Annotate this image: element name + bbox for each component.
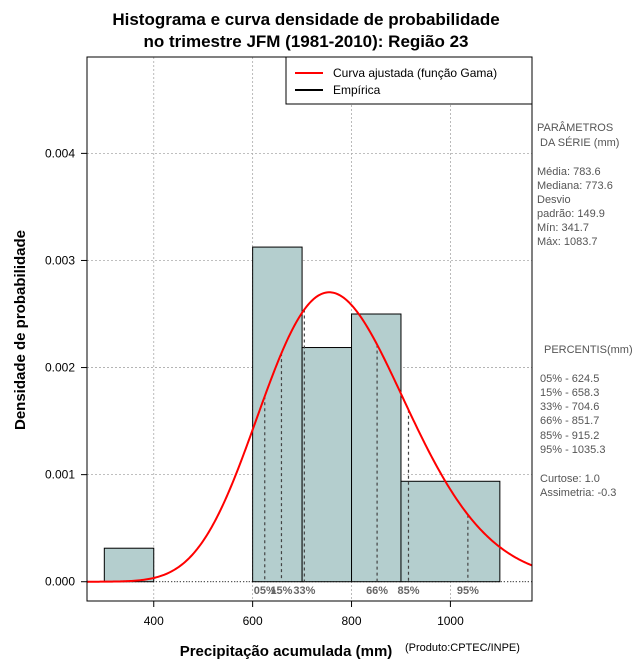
- stats-line: Assimetria: -0.3: [540, 487, 616, 499]
- x-tick-label: 800: [342, 614, 362, 628]
- percentile-label-95%: 95%: [457, 585, 479, 597]
- histogram-bar: [103, 547, 155, 583]
- percentile-label-66%: 66%: [366, 585, 388, 597]
- y-tick-label: 0.004: [45, 146, 75, 160]
- params-line: Mín: 341.7: [537, 222, 589, 234]
- percentile-label-15%: 15%: [270, 585, 292, 597]
- params-line: Desvio: [537, 194, 571, 206]
- percentis-header: PERCENTIS(mm): [544, 344, 633, 356]
- gamma-curve: [86, 291, 533, 583]
- params-line: Máx: 1083.7: [537, 236, 598, 248]
- params-line: Mediana: 773.6: [537, 180, 613, 192]
- percentile-label-33%: 33%: [293, 585, 315, 597]
- percentis-line: 15% - 658.3: [540, 387, 599, 399]
- percentis-panel: PERCENTIS(mm) 05% - 624.5 15% - 658.3 33…: [540, 344, 633, 499]
- percentis-line: 95% - 1035.3: [540, 444, 605, 456]
- legend-label-curve: Curva ajustada (função Gama): [333, 66, 497, 80]
- params-header-2: DA SÉRIE (mm): [540, 136, 619, 149]
- y-tick-label: 0.003: [45, 253, 75, 267]
- percentis-line: 33% - 704.6: [540, 401, 599, 413]
- percentile-lines: 05%15% 33% 66% 85% 95%: [254, 309, 479, 597]
- y-tick-label: 0.000: [45, 575, 75, 589]
- x-tick-label: 400: [144, 614, 164, 628]
- percentile-label-05%: 05%: [254, 585, 276, 597]
- legend-label-empirical: Empírica: [333, 83, 381, 97]
- x-tick-label: 600: [243, 614, 263, 628]
- histogram-bar: [301, 347, 353, 583]
- y-tick-label: 0.002: [45, 361, 75, 375]
- gamma-density-line: [86, 291, 533, 583]
- x-axis-label: Precipitação acumulada (mm): [180, 643, 393, 660]
- chart-title-line2: no trimestre JFM (1981-2010): Região 23: [143, 32, 468, 51]
- y-axis-label: Densidade de probabilidade: [12, 230, 29, 430]
- chart-title-line1: Histograma e curva densidade de probabil…: [112, 10, 499, 29]
- params-line: Média: 783.6: [537, 166, 601, 178]
- histogram-bars: [87, 246, 532, 583]
- stats-line: Curtose: 1.0: [540, 473, 600, 485]
- histogram-bar: [351, 313, 402, 583]
- x-axis: 400 600 800 1000: [144, 601, 464, 628]
- credit-text: (Produto:CPTEC/INPE): [405, 642, 520, 654]
- y-tick-label: 0.001: [45, 468, 75, 482]
- y-axis: 0.000 0.001 0.002 0.003 0.004: [45, 146, 87, 589]
- percentis-line: 66% - 851.7: [540, 415, 599, 427]
- params-header-1: PARÂMETROS: [537, 121, 613, 134]
- percentis-line: 85% - 915.2: [540, 430, 599, 442]
- percentile-label-85%: 85%: [397, 585, 419, 597]
- params-panel: PARÂMETROS DA SÉRIE (mm) Média: 783.6 Me…: [537, 121, 619, 248]
- legend-box: [285, 56, 533, 105]
- legend: Curva ajustada (função Gama) Empírica: [285, 56, 533, 105]
- histogram-bar: [252, 246, 303, 583]
- percentis-line: 05% - 624.5: [540, 373, 599, 385]
- histogram-bar: [400, 480, 501, 583]
- params-line: padrão: 149.9: [537, 208, 605, 220]
- x-tick-label: 1000: [437, 614, 464, 628]
